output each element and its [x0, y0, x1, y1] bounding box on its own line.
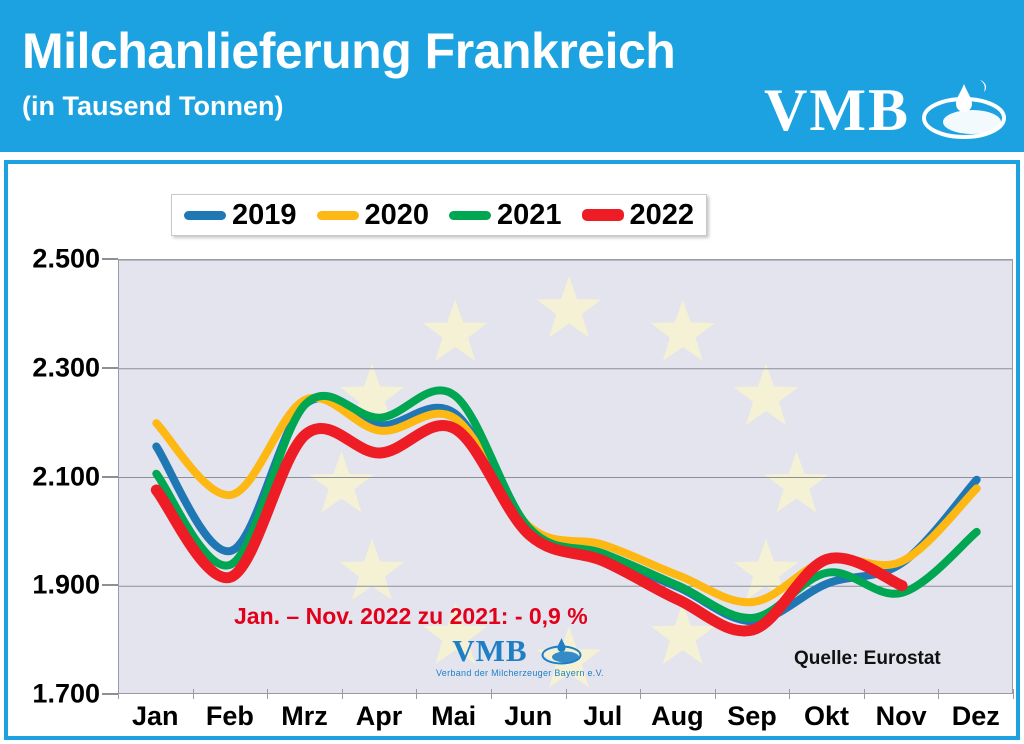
- legend-swatch-2022: [581, 209, 624, 221]
- vmb-logo-text: VMB: [764, 77, 910, 143]
- x-axis-tick: [640, 689, 642, 699]
- legend-label-2019: 2019: [232, 199, 297, 231]
- chart-legend: 2019 2020 2021 2022: [171, 194, 708, 236]
- x-axis-tick: [789, 689, 791, 699]
- y-axis-label: 1.900: [32, 569, 100, 600]
- legend-label-2022: 2022: [629, 199, 695, 231]
- x-axis-label-mrz: Mrz: [281, 701, 328, 731]
- x-axis-tick: [714, 689, 716, 699]
- x-axis-tick: [938, 689, 940, 699]
- y-axis-label: 1.700: [32, 678, 100, 709]
- series-line-2022: [150, 420, 908, 637]
- milk-drop-watermark-icon: [541, 638, 582, 665]
- series-line-2020: [152, 393, 981, 607]
- y-axis-tick: [102, 475, 118, 478]
- page-header: Milchanlieferung Frankreich (in Tausend …: [0, 0, 1024, 152]
- x-axis-tick: [341, 689, 343, 699]
- page-subtitle: (in Tausend Tonnen): [22, 91, 284, 121]
- legend-label-2021: 2021: [497, 199, 562, 231]
- x-axis-tick: [118, 689, 119, 699]
- x-axis-tick: [416, 689, 418, 699]
- chart-card: 2019 2020 2021 2022 1.700 1.900 2.100 2.300…: [4, 160, 1020, 740]
- x-axis-tick: [490, 689, 492, 699]
- legend-swatch-2021: [449, 210, 492, 220]
- y-axis: 1.700 1.900 2.100 2.300 2.500: [8, 164, 118, 736]
- y-axis-tick: [102, 258, 118, 260]
- x-axis-label-jan: Jan: [132, 701, 179, 731]
- legend-swatch-2019: [184, 210, 226, 220]
- x-axis-label-apr: Apr: [355, 701, 403, 731]
- x-axis-label-nov: Nov: [875, 701, 927, 731]
- legend-item-2020[interactable]: 2020: [316, 199, 430, 231]
- source-label: Quelle: Eurostat: [794, 648, 941, 669]
- y-axis-label: 2.500: [32, 243, 100, 274]
- x-axis-tick: [267, 689, 269, 699]
- x-axis-label-sep: Sep: [727, 701, 777, 731]
- x-axis: Jan Feb Mrz Apr Mai Jun Jul Aug Sep Okt Nov Dez: [118, 689, 1014, 741]
- milk-drop-icon: [920, 78, 1006, 142]
- x-axis-label-jun: Jun: [504, 701, 553, 731]
- x-axis-tick: [1013, 689, 1014, 699]
- x-axis-tick: [565, 689, 567, 699]
- vmb-watermark: VMB Verband der Milcherzeuger Bayern e.V…: [436, 635, 604, 679]
- x-axis-label-mai: Mai: [431, 701, 477, 731]
- legend-item-2019[interactable]: 2019: [184, 200, 297, 230]
- vmb-logo: VMB: [764, 78, 1006, 142]
- x-axis-label-okt: Okt: [804, 701, 850, 731]
- x-axis-label-aug: Aug: [651, 701, 704, 731]
- legend-label-2020: 2020: [364, 199, 430, 231]
- page-title: Milchanlieferung Frankreich: [22, 23, 676, 79]
- y-axis-label: 2.300: [32, 352, 100, 383]
- vmb-watermark-row: VMB: [452, 635, 587, 667]
- y-axis-label: 2.100: [32, 461, 100, 491]
- x-axis-label-jul: Jul: [583, 701, 623, 731]
- legend-item-2021[interactable]: 2021: [449, 200, 562, 230]
- y-axis-tick: [102, 693, 118, 695]
- x-axis-tick: [863, 689, 865, 699]
- vmb-watermark-text: VMB: [452, 633, 528, 668]
- x-axis-tick: [192, 689, 194, 699]
- legend-item-2022[interactable]: 2022: [581, 199, 695, 231]
- x-axis-label-dez: Dez: [951, 701, 1000, 731]
- comparison-annotation: Jan. – Nov. 2022 zu 2021: - 0,9 %: [234, 603, 588, 629]
- vmb-watermark-subtitle: Verband der Milcherzeuger Bayern e.V.: [436, 668, 604, 678]
- y-axis-tick: [102, 366, 118, 369]
- x-axis-label-feb: Feb: [205, 701, 254, 731]
- plot-area: Jan. – Nov. 2022 zu 2021: - 0,9 % Quelle…: [118, 259, 1013, 694]
- y-axis-tick: [102, 584, 118, 587]
- legend-swatch-2020: [316, 210, 359, 220]
